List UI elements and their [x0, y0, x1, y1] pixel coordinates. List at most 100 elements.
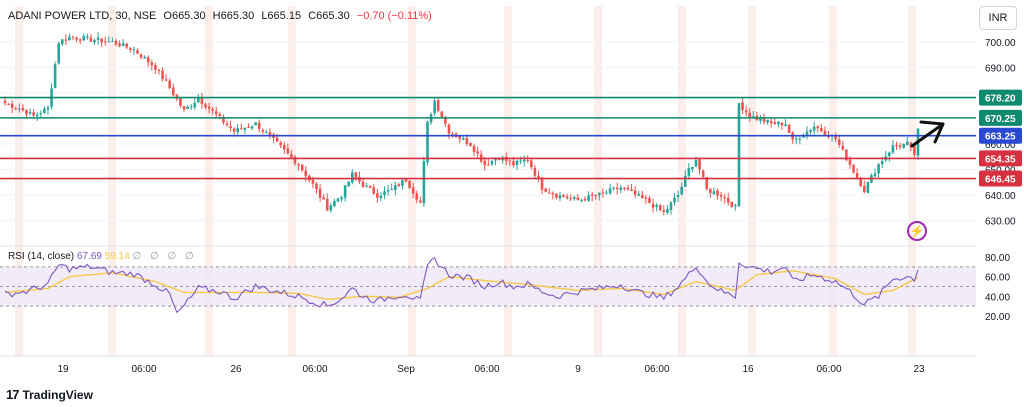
candle-body[interactable] [18, 108, 21, 110]
candle-body[interactable] [859, 178, 863, 187]
candle-body[interactable] [129, 48, 132, 50]
candle-body[interactable] [519, 160, 522, 162]
candle-body[interactable] [164, 79, 168, 81]
candle-body[interactable] [508, 160, 512, 162]
candle-body[interactable] [422, 161, 426, 204]
candle-body[interactable] [888, 152, 891, 157]
candle-body[interactable] [372, 187, 376, 194]
candle-body[interactable] [615, 187, 619, 190]
candle-body[interactable] [551, 192, 555, 195]
candle-body[interactable] [512, 161, 515, 166]
level-price-tag[interactable] [979, 127, 1022, 144]
candle-body[interactable] [780, 122, 784, 126]
candle-body[interactable] [175, 94, 179, 99]
level-price-tag[interactable] [979, 150, 1022, 167]
candle-body[interactable] [877, 164, 880, 174]
candle-body[interactable] [300, 164, 304, 171]
candle-body[interactable] [705, 176, 709, 190]
candle-body[interactable] [895, 144, 898, 146]
candle-body[interactable] [93, 40, 96, 43]
candle-body[interactable] [666, 208, 669, 213]
candle-body[interactable] [14, 108, 18, 110]
candle-body[interactable] [386, 190, 390, 192]
candle-body[interactable] [250, 126, 254, 129]
candle-body[interactable] [368, 185, 372, 188]
candle-body[interactable] [193, 102, 197, 108]
candle-body[interactable] [265, 132, 268, 134]
candle-body[interactable] [329, 205, 333, 211]
candle-body[interactable] [880, 161, 884, 165]
candle-body[interactable] [143, 57, 146, 59]
candle-body[interactable] [161, 70, 164, 80]
currency-button[interactable]: INR [979, 6, 1017, 30]
arrow-icon[interactable] [910, 120, 945, 148]
candle-body[interactable] [526, 159, 530, 161]
candle-body[interactable] [150, 62, 154, 66]
candle-body[interactable] [179, 98, 182, 106]
candle-body[interactable] [726, 198, 730, 203]
candle-body[interactable] [522, 159, 526, 162]
candle-body[interactable] [290, 154, 293, 158]
horizontal-levels[interactable] [0, 96, 976, 180]
candle-body[interactable] [236, 128, 240, 133]
candle-body[interactable] [315, 183, 318, 190]
candle-body[interactable] [709, 188, 712, 194]
candle-body[interactable] [53, 64, 57, 88]
candle-body[interactable] [741, 102, 744, 111]
candle-body[interactable] [383, 191, 386, 196]
candle-body[interactable] [433, 100, 436, 114]
candle-body[interactable] [748, 112, 752, 118]
candle-body[interactable] [852, 164, 855, 173]
candle-body[interactable] [576, 197, 580, 200]
candle-body[interactable] [139, 54, 143, 58]
candle-body[interactable] [601, 192, 605, 194]
candle-body[interactable] [78, 39, 82, 41]
candle-body[interactable] [71, 36, 75, 38]
candle-body[interactable] [913, 146, 916, 155]
candle-body[interactable] [275, 137, 279, 142]
candle-body[interactable] [111, 41, 114, 43]
candle-body[interactable] [197, 98, 200, 103]
candle-body[interactable] [723, 197, 726, 199]
candle-body[interactable] [848, 159, 852, 165]
candle-body[interactable] [530, 160, 533, 168]
candle-body[interactable] [802, 135, 805, 138]
candle-body[interactable] [390, 189, 393, 191]
candle-body[interactable] [297, 164, 300, 166]
candle-body[interactable] [257, 122, 261, 130]
candle-body[interactable] [461, 138, 465, 140]
candlestick-series[interactable] [3, 32, 920, 216]
candle-body[interactable] [458, 136, 462, 139]
rsi-legend[interactable]: RSI (14, close) 67.69 59.14 ∅ ∅ ∅ ∅ [8, 251, 197, 262]
candle-body[interactable] [182, 106, 186, 110]
candle-body[interactable] [487, 164, 490, 166]
candle-body[interactable] [311, 179, 315, 184]
candle-body[interactable] [447, 124, 451, 134]
candle-body[interactable] [157, 69, 161, 71]
candle-body[interactable] [322, 197, 325, 200]
candle-body[interactable] [465, 137, 469, 144]
candle-body[interactable] [594, 194, 598, 196]
candle-body[interactable] [644, 197, 648, 199]
candle-body[interactable] [798, 138, 802, 140]
candle-body[interactable] [605, 192, 608, 194]
candle-body[interactable] [401, 180, 404, 186]
candle-body[interactable] [64, 39, 68, 41]
candle-body[interactable] [472, 145, 476, 152]
candle-body[interactable] [10, 103, 14, 108]
candle-body[interactable] [694, 160, 698, 167]
candle-body[interactable] [805, 131, 809, 135]
candle-body[interactable] [626, 187, 630, 190]
candle-body[interactable] [490, 160, 494, 165]
candle-body[interactable] [641, 194, 644, 199]
candle-body[interactable] [132, 49, 136, 51]
candle-body[interactable] [336, 198, 340, 202]
candle-body[interactable] [562, 195, 565, 198]
candle-body[interactable] [841, 145, 845, 150]
candle-body[interactable] [60, 39, 64, 45]
candle-body[interactable] [909, 142, 913, 147]
candle-body[interactable] [189, 106, 193, 108]
candle-body[interactable] [86, 36, 89, 38]
candle-body[interactable] [35, 114, 39, 117]
candle-body[interactable] [691, 166, 694, 170]
